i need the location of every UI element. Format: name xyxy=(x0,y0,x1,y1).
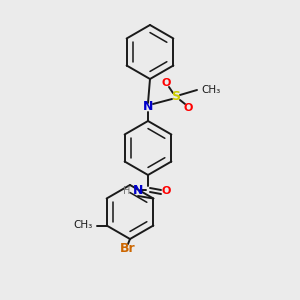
Text: O: O xyxy=(161,186,171,196)
Text: N: N xyxy=(133,184,143,197)
Text: Br: Br xyxy=(120,242,136,256)
Text: S: S xyxy=(172,91,181,103)
Text: CH₃: CH₃ xyxy=(74,220,93,230)
Text: CH₃: CH₃ xyxy=(201,85,220,95)
Text: O: O xyxy=(183,103,193,113)
Text: H: H xyxy=(123,186,130,196)
Text: N: N xyxy=(143,100,153,113)
Text: O: O xyxy=(161,78,171,88)
